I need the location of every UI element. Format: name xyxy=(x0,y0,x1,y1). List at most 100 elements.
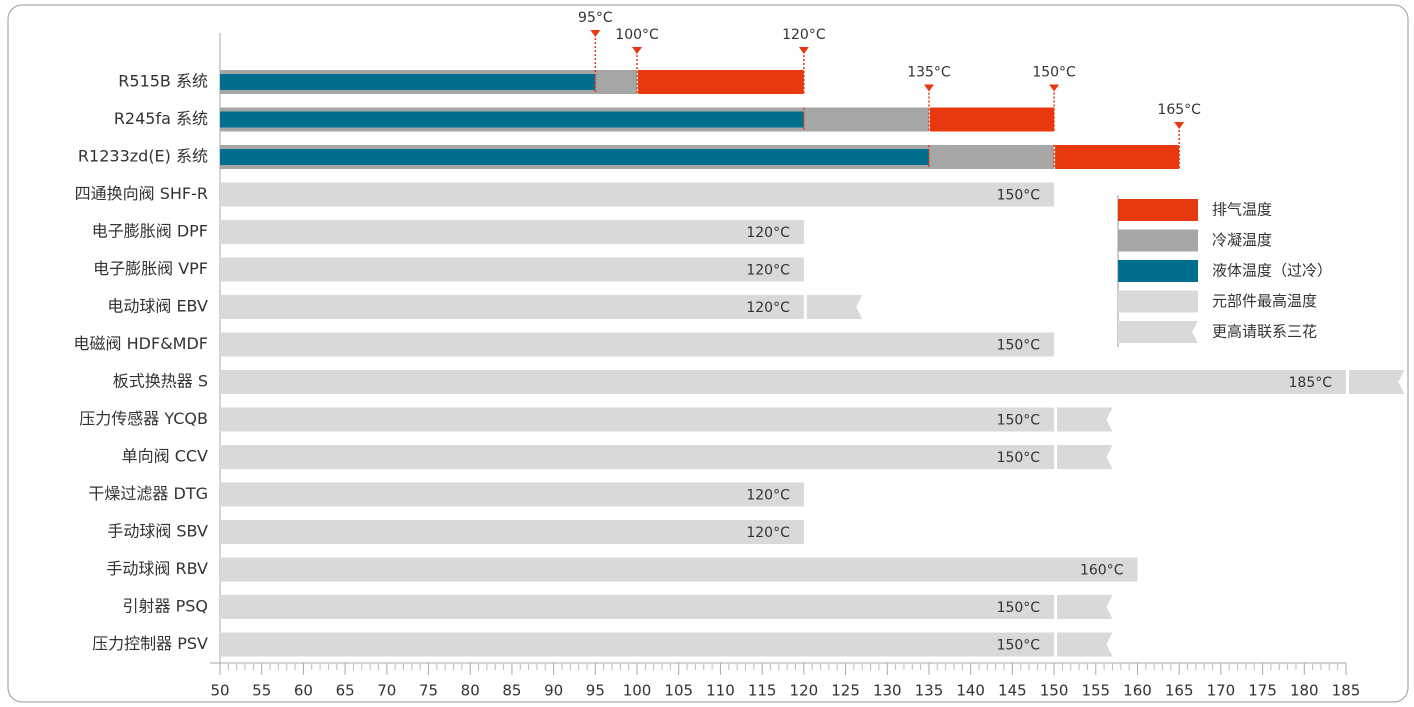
max-temp-label: 150°C xyxy=(997,188,1041,204)
category-label: 电子膨胀阀 DPF xyxy=(92,222,208,241)
x-tick-label: 80 xyxy=(461,682,480,700)
extension-bar xyxy=(1057,445,1113,469)
legend-swatch xyxy=(1118,229,1198,252)
max-temp-label: 150°C xyxy=(997,600,1041,616)
legend-swatch xyxy=(1118,199,1198,221)
category-label: 手动球阀 RBV xyxy=(106,559,208,578)
x-tick-label: 50 xyxy=(210,682,229,700)
max-temp-label: 120°C xyxy=(746,263,790,279)
marker-label: 135°C xyxy=(907,65,951,81)
x-tick-label: 105 xyxy=(664,682,693,700)
x-tick-label: 115 xyxy=(748,682,777,700)
x-tick-label: 125 xyxy=(831,682,860,700)
max-temp-label: 120°C xyxy=(746,225,790,241)
marker-triangle xyxy=(632,47,643,54)
marker-triangle xyxy=(590,30,601,37)
max-temp-bar xyxy=(220,370,1346,394)
legend-label: 冷凝温度 xyxy=(1212,231,1272,249)
category-label: 电动球阀 EBV xyxy=(107,297,208,316)
extension-bar xyxy=(1349,370,1405,394)
max-temp-label: 185°C xyxy=(1289,375,1333,391)
marker-label: 100°C xyxy=(615,27,659,43)
max-temp-bar xyxy=(220,557,1138,582)
category-label: R1233zd(E) 系统 xyxy=(78,147,208,166)
category-label: 干燥过滤器 DTG xyxy=(88,484,208,503)
x-tick-label: 155 xyxy=(1081,682,1110,700)
discharge-bar xyxy=(1055,145,1180,169)
category-label: R515B 系统 xyxy=(118,72,208,91)
category-label: 压力传感器 YCQB xyxy=(79,409,208,428)
x-tick-label: 70 xyxy=(377,682,396,700)
x-tick-label: 65 xyxy=(336,682,355,700)
max-temp-label: 160°C xyxy=(1080,563,1124,579)
legend-swatch xyxy=(1118,290,1198,313)
category-label: R245fa 系统 xyxy=(114,109,208,128)
discharge-bar xyxy=(638,70,804,94)
marker-label: 165°C xyxy=(1157,102,1201,118)
marker-label: 95°C xyxy=(578,10,613,26)
category-label: 电磁阀 HDF&MDF xyxy=(74,334,208,353)
x-tick-label: 55 xyxy=(252,682,271,700)
x-tick-label: 160 xyxy=(1123,682,1152,700)
marker-triangle xyxy=(798,47,809,54)
max-temp-bar xyxy=(220,220,804,244)
x-tick-label: 130 xyxy=(873,682,902,700)
max-temp-bar xyxy=(220,482,804,507)
x-tick-label: 170 xyxy=(1207,682,1236,700)
extension-bar xyxy=(1057,632,1113,657)
legend-label: 排气温度 xyxy=(1212,201,1272,219)
category-label: 板式换热器 S xyxy=(113,372,208,391)
x-tick-label: 145 xyxy=(998,682,1027,700)
max-temp-bar xyxy=(220,632,1055,657)
x-tick-label: 75 xyxy=(419,682,438,700)
legend-label: 更高请联系三花 xyxy=(1212,323,1317,341)
x-tick-label: 165 xyxy=(1165,682,1194,700)
max-temp-bar xyxy=(220,295,804,319)
marker-label: 150°C xyxy=(1032,65,1076,81)
max-temp-bar xyxy=(220,332,1055,357)
frame xyxy=(7,4,1409,703)
legend-swatch xyxy=(1118,260,1198,282)
max-temp-bar xyxy=(220,257,804,282)
category-label: 引射器 PSQ xyxy=(123,597,209,616)
x-tick-label: 135 xyxy=(915,682,944,700)
x-tick-label: 140 xyxy=(956,682,985,700)
max-temp-label: 150°C xyxy=(997,338,1041,354)
max-temp-bar xyxy=(220,445,1055,469)
category-label: 电子膨胀阀 VPF xyxy=(93,259,208,278)
x-tick-label: 60 xyxy=(294,682,313,700)
max-temp-bar xyxy=(220,595,1055,619)
liquid-bar xyxy=(220,111,804,128)
max-temp-label: 120°C xyxy=(746,300,790,316)
x-tick-label: 120 xyxy=(790,682,819,700)
extension-bar xyxy=(806,295,863,319)
max-temp-label: 150°C xyxy=(997,413,1041,429)
discharge-bar xyxy=(929,107,1055,132)
marker-label: 120°C xyxy=(782,27,826,43)
category-label: 手动球阀 SBV xyxy=(107,522,208,541)
legend-label: 元部件最高温度 xyxy=(1212,292,1317,310)
marker-triangle xyxy=(1174,122,1185,129)
legend-swatch xyxy=(1118,321,1198,343)
category-label: 压力控制器 PSV xyxy=(92,634,208,653)
x-tick-label: 185 xyxy=(1332,682,1361,700)
extension-bar xyxy=(1057,407,1113,432)
x-tick-label: 90 xyxy=(544,682,563,700)
x-tick-label: 85 xyxy=(502,682,521,700)
max-temp-label: 150°C xyxy=(997,450,1041,466)
max-temp-label: 120°C xyxy=(746,525,790,541)
category-label: 单向阀 CCV xyxy=(122,447,208,466)
marker-triangle xyxy=(923,84,934,92)
extension-bar xyxy=(1057,595,1113,619)
x-tick-label: 100 xyxy=(623,682,652,700)
legend-label: 液体温度（过冷） xyxy=(1212,262,1332,280)
x-tick-label: 175 xyxy=(1248,682,1277,700)
marker-triangle xyxy=(1049,84,1060,92)
max-temp-label: 150°C xyxy=(997,638,1041,654)
max-temp-bar xyxy=(220,520,804,544)
x-tick-label: 180 xyxy=(1290,682,1319,700)
liquid-bar xyxy=(220,149,929,165)
category-label: 四通换向阀 SHF-R xyxy=(75,184,208,203)
x-tick-label: 95 xyxy=(586,682,605,700)
